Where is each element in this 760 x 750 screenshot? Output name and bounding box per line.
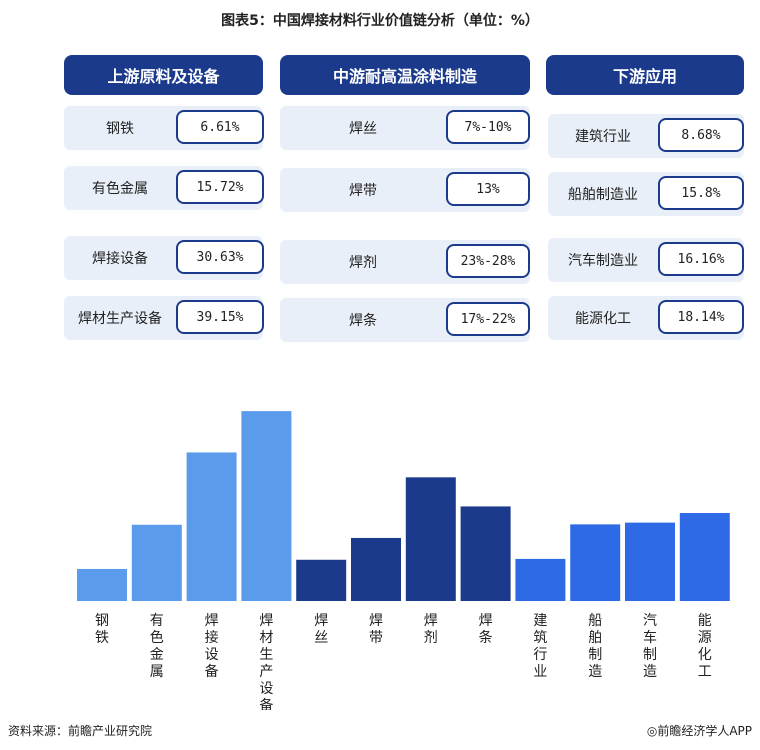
row-value: 18.14% bbox=[658, 300, 744, 334]
bar-能源化工 bbox=[679, 513, 730, 601]
x-tick-label: 焊条 bbox=[479, 613, 493, 646]
row-downstream-3: 汽车制造业 16.16% bbox=[548, 238, 744, 282]
x-tick-label: 能源化工 bbox=[698, 613, 712, 680]
row-midstream-2: 焊带 13% bbox=[280, 168, 530, 212]
column-header-downstream: 下游应用 bbox=[546, 55, 744, 95]
row-label: 焊条 bbox=[349, 313, 377, 329]
row-label: 船舶制造业 bbox=[568, 187, 638, 203]
row-value: 7%-10% bbox=[446, 110, 530, 144]
row-label: 有色金属 bbox=[92, 181, 148, 197]
row-label: 焊剂 bbox=[349, 255, 377, 271]
x-tick-label: 焊接设备 bbox=[205, 613, 219, 680]
row-upstream-1: 钢铁 6.61% bbox=[64, 106, 264, 150]
row-label: 焊接设备 bbox=[92, 251, 148, 267]
row-downstream-4: 能源化工 18.14% bbox=[548, 296, 744, 340]
row-value: 17%-22% bbox=[446, 302, 530, 336]
row-value: 30.63% bbox=[176, 240, 264, 274]
row-downstream-1: 建筑行业 8.68% bbox=[548, 114, 744, 158]
brand-logo-text: ◎前瞻经济学人APP bbox=[646, 724, 752, 738]
row-upstream-3: 焊接设备 30.63% bbox=[64, 236, 264, 280]
row-value: 13% bbox=[446, 172, 530, 206]
x-tick-label: 钢铁 bbox=[95, 613, 109, 646]
x-tick-label: 船舶制造 bbox=[588, 613, 602, 680]
row-value: 8.68% bbox=[658, 118, 744, 152]
row-midstream-4: 焊条 17%-22% bbox=[280, 298, 530, 342]
x-tick-label: 焊丝 bbox=[314, 613, 328, 646]
x-tick-label: 焊剂 bbox=[424, 613, 438, 646]
row-midstream-3: 焊剂 23%-28% bbox=[280, 240, 530, 284]
bar-钢铁 bbox=[77, 568, 127, 601]
bar-船舶制造 bbox=[570, 524, 621, 601]
x-tick-label: 有色金属 bbox=[150, 613, 164, 680]
bar-焊丝 bbox=[296, 559, 347, 601]
row-value: 15.8% bbox=[658, 176, 744, 210]
row-value: 15.72% bbox=[176, 170, 264, 204]
row-label: 焊带 bbox=[349, 183, 377, 199]
row-upstream-4: 焊材生产设备 39.15% bbox=[64, 296, 264, 340]
bar-焊材生产设备 bbox=[241, 411, 292, 601]
row-label: 能源化工 bbox=[575, 311, 631, 327]
row-label: 钢铁 bbox=[106, 121, 134, 137]
bar-焊剂 bbox=[405, 477, 456, 601]
x-tick-label: 焊带 bbox=[369, 613, 383, 646]
x-tick-label: 汽车制造 bbox=[643, 613, 657, 680]
x-tick-label: 建筑行业 bbox=[533, 613, 547, 680]
source-note: 资料来源：前瞻产业研究院 bbox=[8, 724, 153, 738]
row-value: 23%-28% bbox=[446, 244, 530, 278]
bar-建筑行业 bbox=[515, 558, 566, 601]
row-label: 焊材生产设备 bbox=[78, 311, 162, 327]
row-value: 6.61% bbox=[176, 110, 264, 144]
bar-焊条 bbox=[460, 506, 511, 601]
bar-焊接设备 bbox=[186, 452, 237, 601]
bar-有色金属 bbox=[131, 524, 182, 601]
column-header-upstream: 上游原料及设备 bbox=[64, 55, 263, 95]
x-tick-label: 焊材生产设备 bbox=[259, 613, 273, 710]
row-label: 焊丝 bbox=[349, 121, 377, 137]
row-downstream-2: 船舶制造业 15.8% bbox=[548, 172, 744, 216]
row-value: 16.16% bbox=[658, 242, 744, 276]
row-value: 39.15% bbox=[176, 300, 264, 334]
row-midstream-1: 焊丝 7%-10% bbox=[280, 106, 530, 150]
bar-chart: 钢铁 有色金属 焊接设备 焊材生产设备 焊丝 焊带 焊剂 焊条 建筑行业 船舶制造 汽车制造 能源化工 bbox=[77, 411, 730, 710]
chart-title: 图表5：中国焊接材料行业价值链分析（单位：%） bbox=[221, 13, 539, 29]
row-label: 建筑行业 bbox=[575, 129, 631, 145]
column-header-midstream: 中游耐高温涂料制造 bbox=[280, 55, 530, 95]
row-upstream-2: 有色金属 15.72% bbox=[64, 166, 264, 210]
bar-汽车制造 bbox=[625, 522, 675, 601]
bar-焊带 bbox=[351, 537, 401, 601]
row-label: 汽车制造业 bbox=[568, 253, 638, 269]
